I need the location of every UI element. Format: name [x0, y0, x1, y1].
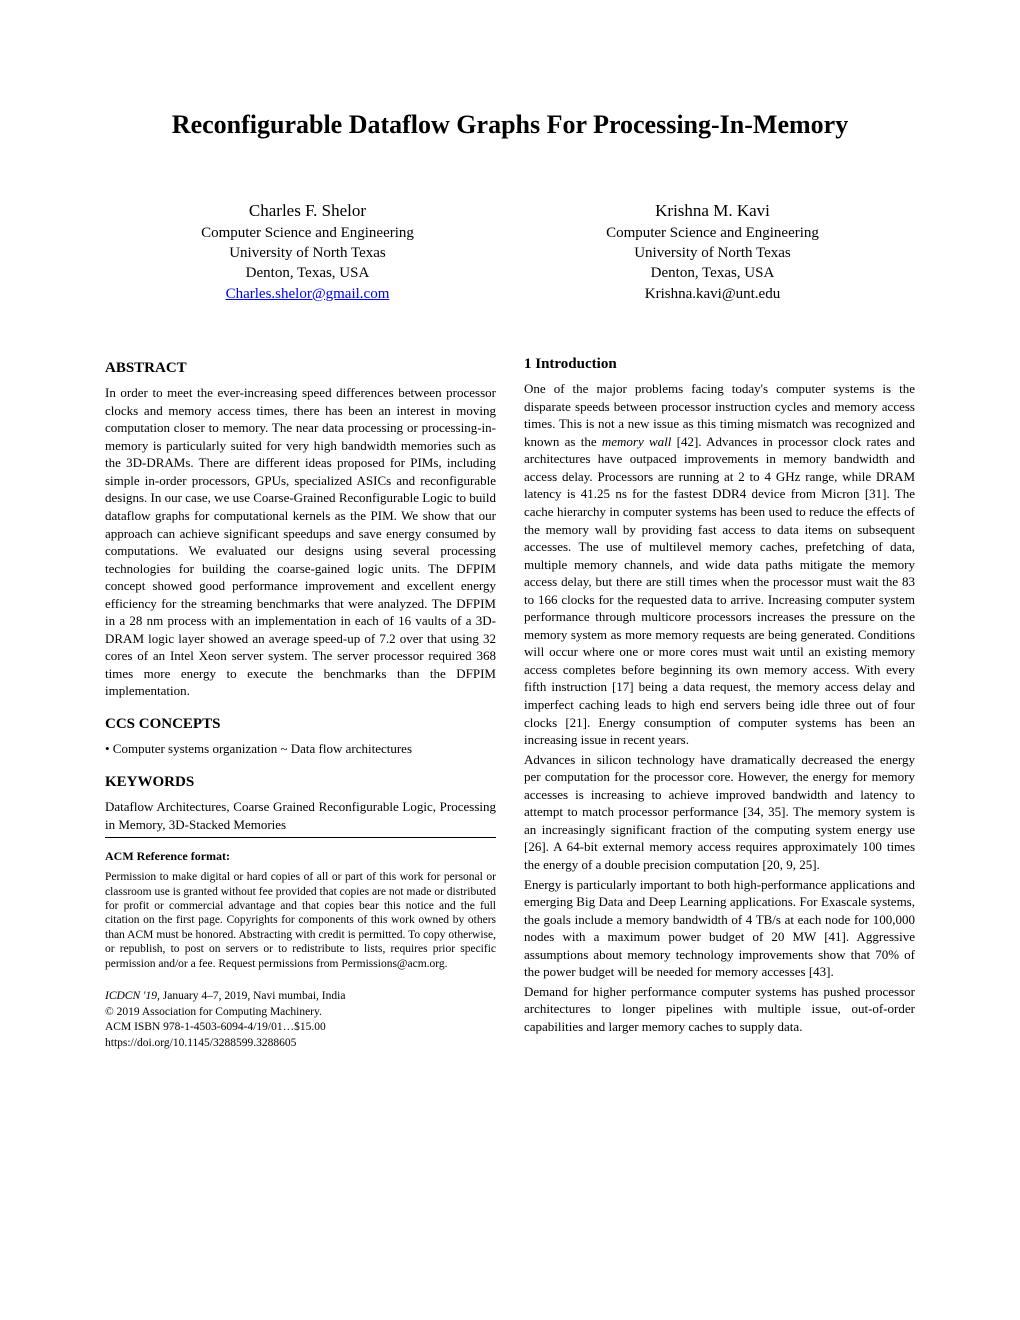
ccs-text: • Computer systems organization ~ Data f… [105, 740, 496, 758]
conf-copyright: © 2019 Association for Computing Machine… [105, 1005, 496, 1021]
conf-line-1: ICDCN '19, January 4–7, 2019, Navi mumba… [105, 989, 496, 1005]
divider [105, 837, 496, 838]
author-2-loc: Denton, Texas, USA [606, 263, 819, 283]
content-columns: ABSTRACT In order to meet the ever-incre… [105, 354, 915, 1051]
intro-p4: Demand for higher performance computer s… [524, 983, 915, 1036]
author-1: Charles F. Shelor Computer Science and E… [201, 200, 414, 304]
author-2-dept: Computer Science and Engineering [606, 223, 819, 243]
permission-text: Permission to make digital or hard copie… [105, 870, 496, 971]
intro-heading: 1 Introduction [524, 354, 915, 374]
abstract-heading: ABSTRACT [105, 358, 496, 378]
conf-date-loc: January 4–7, 2019, Navi mumbai, India [160, 990, 346, 1002]
author-1-name: Charles F. Shelor [201, 200, 414, 223]
conf-name-italic: ICDCN '19, [105, 990, 160, 1002]
author-2: Krishna M. Kavi Computer Science and Eng… [606, 200, 819, 304]
ref-format-heading: ACM Reference format: [105, 848, 496, 864]
author-2-email: Krishna.kavi@unt.edu [606, 284, 819, 304]
conference-info: ICDCN '19, January 4–7, 2019, Navi mumba… [105, 989, 496, 1051]
conf-doi: https://doi.org/10.1145/3288599.3288605 [105, 1036, 496, 1052]
intro-p1: One of the major problems facing today's… [524, 380, 915, 748]
author-2-univ: University of North Texas [606, 243, 819, 263]
ccs-heading: CCS CONCEPTS [105, 714, 496, 734]
conf-isbn: ACM ISBN 978-1-4503-6094-4/19/01…$15.00 [105, 1020, 496, 1036]
intro-p3: Energy is particularly important to both… [524, 876, 915, 981]
memory-wall-italic: memory wall [602, 434, 672, 449]
authors-block: Charles F. Shelor Computer Science and E… [105, 200, 915, 304]
author-1-univ: University of North Texas [201, 243, 414, 263]
paper-title: Reconfigurable Dataflow Graphs For Proce… [105, 110, 915, 140]
keywords-heading: KEYWORDS [105, 772, 496, 792]
abstract-text: In order to meet the ever-increasing spe… [105, 384, 496, 700]
author-1-email-link[interactable]: Charles.shelor@gmail.com [226, 286, 390, 302]
keywords-text: Dataflow Architectures, Coarse Grained R… [105, 798, 496, 833]
intro-p2: Advances in silicon technology have dram… [524, 751, 915, 874]
author-2-name: Krishna M. Kavi [606, 200, 819, 223]
left-column: ABSTRACT In order to meet the ever-incre… [105, 354, 496, 1051]
author-1-dept: Computer Science and Engineering [201, 223, 414, 243]
author-1-loc: Denton, Texas, USA [201, 263, 414, 283]
intro-p1b: [42]. Advances in processor clock rates … [524, 434, 915, 747]
right-column: 1 Introduction One of the major problems… [524, 354, 915, 1051]
